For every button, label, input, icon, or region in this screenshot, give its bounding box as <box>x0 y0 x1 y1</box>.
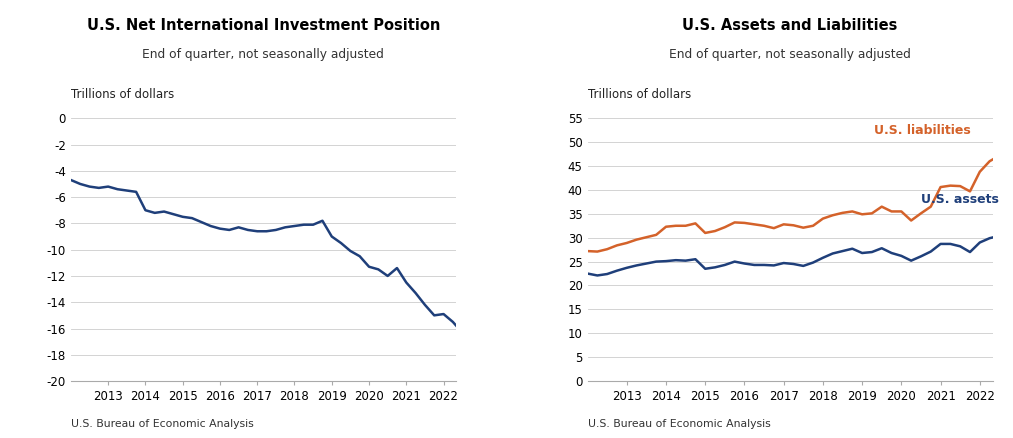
Text: U.S. Net International Investment Position: U.S. Net International Investment Positi… <box>87 18 440 32</box>
Text: U.S. Assets and Liabilities: U.S. Assets and Liabilities <box>683 18 898 32</box>
Text: U.S. liabilities: U.S. liabilities <box>874 124 970 137</box>
Text: End of quarter, not seasonally adjusted: End of quarter, not seasonally adjusted <box>143 48 384 61</box>
Text: U.S. Bureau of Economic Analysis: U.S. Bureau of Economic Analysis <box>71 419 253 429</box>
Text: End of quarter, not seasonally adjusted: End of quarter, not seasonally adjusted <box>670 48 911 61</box>
Text: Trillions of dollars: Trillions of dollars <box>588 88 691 101</box>
Text: Trillions of dollars: Trillions of dollars <box>71 88 174 101</box>
Text: U.S. Bureau of Economic Analysis: U.S. Bureau of Economic Analysis <box>588 419 770 429</box>
Text: U.S. assets: U.S. assets <box>921 193 999 206</box>
